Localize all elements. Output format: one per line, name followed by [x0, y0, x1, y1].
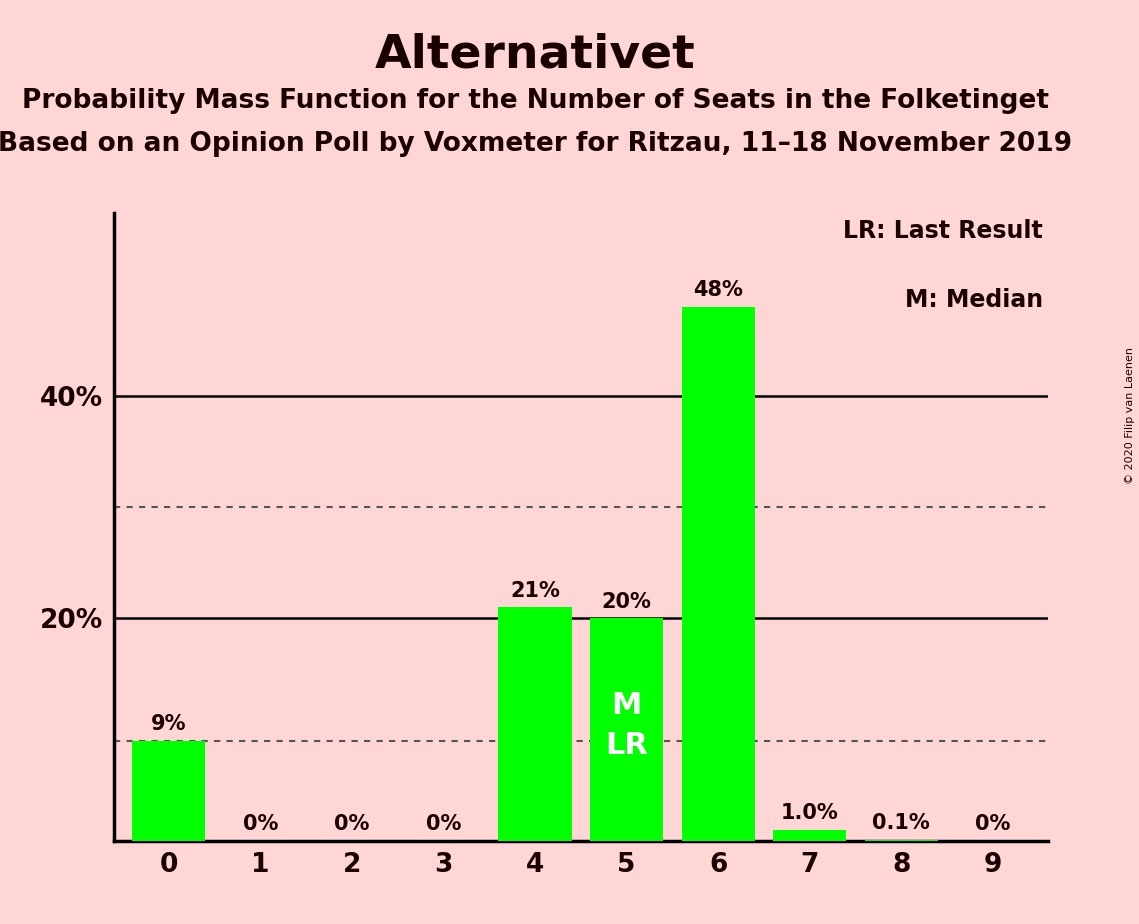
Bar	[132, 741, 205, 841]
Bar	[499, 607, 572, 841]
Text: 20%: 20%	[601, 591, 652, 612]
Text: LR: Last Result: LR: Last Result	[844, 219, 1043, 243]
Text: Alternativet: Alternativet	[375, 32, 696, 78]
Bar	[773, 830, 846, 841]
Text: 0%: 0%	[334, 814, 370, 834]
Text: 0.1%: 0.1%	[872, 813, 931, 833]
Text: 0%: 0%	[426, 814, 461, 834]
Text: 48%: 48%	[694, 280, 743, 300]
Bar	[590, 618, 663, 841]
Bar	[865, 840, 939, 841]
Text: 1.0%: 1.0%	[781, 803, 838, 823]
Bar	[681, 307, 755, 841]
Text: 0%: 0%	[975, 814, 1010, 834]
Text: © 2020 Filip van Laenen: © 2020 Filip van Laenen	[1125, 347, 1134, 484]
Text: 0%: 0%	[243, 814, 278, 834]
Text: Probability Mass Function for the Number of Seats in the Folketinget: Probability Mass Function for the Number…	[22, 88, 1049, 114]
Text: M: Median: M: Median	[906, 288, 1043, 312]
Text: Based on an Opinion Poll by Voxmeter for Ritzau, 11–18 November 2019: Based on an Opinion Poll by Voxmeter for…	[0, 131, 1073, 157]
Text: 21%: 21%	[510, 580, 560, 601]
Text: LR: LR	[605, 731, 648, 760]
Text: M: M	[612, 690, 642, 720]
Text: 9%: 9%	[151, 714, 187, 734]
